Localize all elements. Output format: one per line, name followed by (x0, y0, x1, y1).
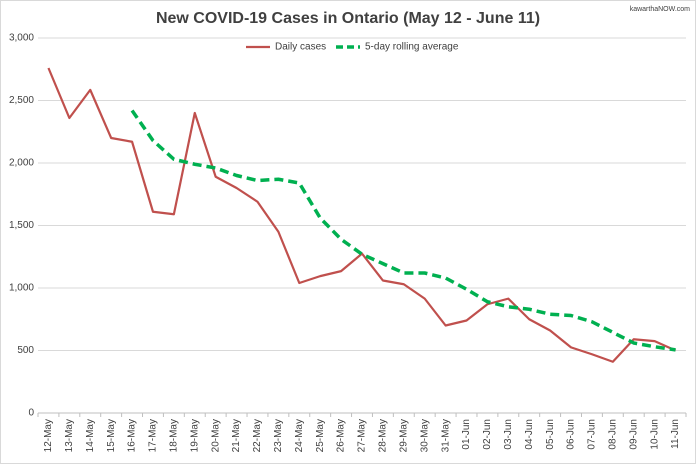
x-tick-label: 25-May (315, 419, 326, 452)
x-tick-label: 02-Jun (482, 419, 493, 450)
x-tick-label: 11-Jun (670, 419, 681, 449)
x-tick-label: 01-Jun (461, 419, 472, 450)
x-tick-label: 26-May (336, 419, 347, 452)
x-tick-label: 22-May (252, 419, 263, 452)
x-tick-label: 12-May (43, 419, 54, 452)
x-tick-label: 05-Jun (545, 419, 556, 450)
x-tick-label: 19-May (189, 419, 200, 452)
x-tick-label: 20-May (210, 419, 221, 452)
chart-title: New COVID-19 Cases in Ontario (May 12 - … (156, 10, 540, 27)
y-tick-label: 0 (28, 408, 34, 419)
watermark: kawarthaNOW.com (630, 6, 690, 13)
x-tick-label: 08-Jun (607, 419, 618, 450)
x-tick-label: 07-Jun (587, 419, 598, 450)
x-tick-label: 14-May (85, 419, 96, 452)
x-tick-label: 03-Jun (503, 419, 514, 450)
x-tick-label: 10-Jun (649, 419, 660, 450)
x-tick-label: 06-Jun (566, 419, 577, 450)
x-tick-label: 30-May (419, 419, 430, 452)
x-tick-label: 15-May (106, 419, 117, 452)
x-tick-label: 13-May (64, 419, 75, 452)
x-tick-label: 21-May (231, 419, 242, 452)
x-tick-label: 24-May (294, 419, 305, 452)
legend-label: 5-day rolling average (365, 42, 459, 53)
x-tick-label: 29-May (398, 419, 409, 452)
y-tick-label: 1,000 (9, 283, 34, 294)
series-line (47, 67, 676, 363)
y-tick-label: 500 (17, 345, 34, 356)
x-tick-label: 28-May (378, 419, 389, 452)
y-tick-label: 2,500 (9, 95, 34, 106)
legend-label: Daily cases (275, 42, 326, 53)
x-tick-label: 17-May (148, 419, 159, 452)
series-line (130, 109, 676, 352)
x-tick-label: 27-May (357, 419, 368, 452)
x-tick-label: 09-Jun (628, 419, 639, 450)
y-tick-label: 1,500 (9, 220, 34, 231)
x-tick-label: 16-May (127, 419, 138, 452)
x-tick-label: 18-May (169, 419, 180, 452)
x-tick-label: 04-Jun (524, 419, 535, 450)
x-tick-label: 23-May (273, 419, 284, 452)
y-tick-label: 3,000 (9, 33, 34, 44)
y-tick-label: 2,000 (9, 158, 34, 169)
x-tick-label: 31-May (440, 419, 451, 452)
